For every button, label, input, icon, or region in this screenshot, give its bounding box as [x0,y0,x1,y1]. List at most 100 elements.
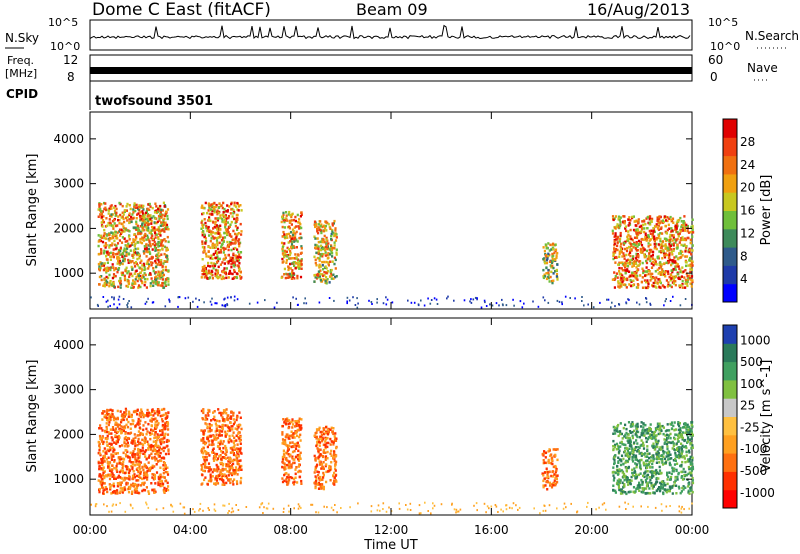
data-cell [104,414,107,417]
data-cell [108,477,112,481]
data-cell [619,237,622,241]
data-cell [688,274,691,277]
data-cell [320,280,323,283]
data-cell [218,419,221,423]
data-cell [163,486,166,490]
data-cell [145,471,148,475]
data-cell [329,443,332,446]
data-cell [134,483,137,487]
data-cell [210,468,213,471]
data-cell [150,216,153,220]
data-cell [165,440,168,443]
data-cell [206,437,209,440]
data-cell [669,284,672,287]
data-cell [142,474,146,477]
data-cell [637,239,641,243]
data-cell [138,442,141,445]
data-cell [143,265,146,269]
data-cell [111,234,114,238]
data-cell [317,438,320,441]
data-cell [153,465,156,468]
data-cell [111,472,114,475]
data-cell [127,270,130,273]
data-cell [104,437,107,440]
data-cell [544,456,547,459]
data-cell [232,247,235,251]
data-cell [634,244,637,247]
data-cell [296,213,299,217]
data-cell [316,227,319,230]
data-cell [156,210,160,213]
data-cell [554,454,557,457]
data-cell [137,253,140,257]
data-cell [201,258,204,261]
data-cell [119,249,122,253]
data-cell [322,485,325,489]
data-cell [155,253,158,257]
data-cell [325,238,328,241]
data-cell [105,271,108,274]
data-cell [146,234,149,238]
data-cell [676,219,679,223]
data-cell [110,255,113,258]
data-cell [201,224,204,227]
data-cell [142,488,145,492]
data-cell [655,286,658,289]
data-cell [671,217,675,220]
data-cell [300,424,303,427]
data-cell [167,283,170,286]
data-cell [110,492,113,495]
data-cell [126,441,129,445]
data-cell [230,248,233,252]
data-cell [141,276,144,279]
data-cell [334,275,337,279]
data-cell [145,221,148,225]
data-cell [206,229,209,233]
data-cell [227,248,230,252]
data-cell [132,483,135,486]
data-cell [235,236,238,239]
data-cell [286,225,290,229]
data-cell [202,408,205,411]
data-cell [672,277,676,280]
data-cell [547,271,550,275]
data-cell [650,229,653,232]
data-cell [318,257,321,260]
data-cell [283,421,286,424]
data-cell [237,205,240,208]
data-cell [237,209,240,212]
data-cell [117,438,120,441]
data-cell [210,429,213,432]
data-cell [155,457,158,461]
data-cell [120,231,123,234]
data-cell [683,215,686,218]
data-cell [616,276,619,279]
data-cell [103,284,106,288]
data-cell [202,409,205,413]
data-cell [140,206,143,209]
data-cell [545,258,548,262]
data-cell [166,433,170,436]
data-cell [160,229,163,233]
data-cell [97,253,100,256]
data-cell [160,447,163,451]
data-cell [156,256,159,260]
data-cell [200,409,203,413]
data-cell [668,258,672,262]
data-cell [113,285,116,288]
data-cell [219,248,222,252]
data-cell [207,430,210,433]
data-cell [221,464,224,467]
data-cell [128,212,131,215]
data-cell [166,258,169,261]
data-cell [645,259,648,263]
freq-right-label: Nave [747,61,778,75]
data-cell [314,225,317,229]
data-cell [207,261,210,265]
data-cell [144,302,147,305]
data-cell [276,301,278,304]
data-cell [147,467,150,471]
data-cell [159,276,162,280]
data-cell [119,286,122,289]
data-cell [125,423,128,427]
